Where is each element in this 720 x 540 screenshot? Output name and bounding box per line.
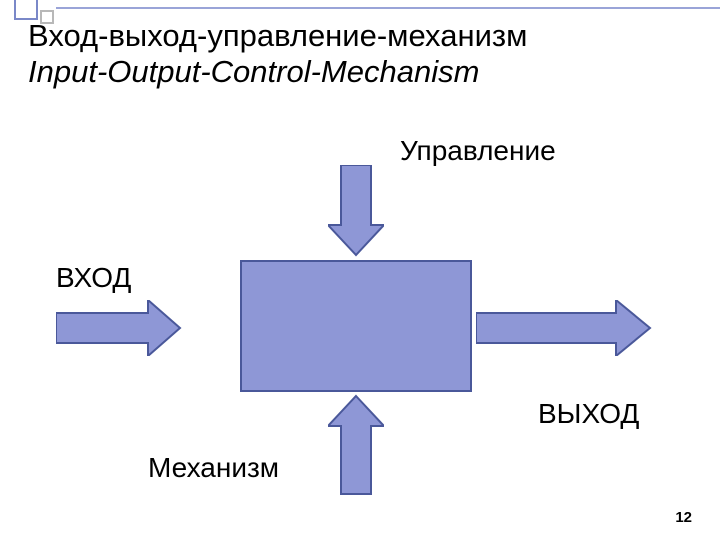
decor-line xyxy=(56,7,720,9)
page-title: Вход-выход-управление-механизм Input-Out… xyxy=(28,18,527,90)
decor-square-large xyxy=(14,0,38,20)
label-output: ВЫХОД xyxy=(538,398,639,430)
page-number: 12 xyxy=(675,509,692,526)
arrow-control xyxy=(328,165,384,257)
title-en: Input-Output-Control-Mechanism xyxy=(28,54,527,90)
label-mechanism: Механизм xyxy=(148,452,279,484)
label-control: Управление xyxy=(400,135,556,167)
label-input: ВХОД xyxy=(56,262,131,294)
arrow-output xyxy=(476,300,652,356)
arrow-mechanism xyxy=(328,394,384,496)
process-box xyxy=(240,260,472,392)
title-ru: Вход-выход-управление-механизм xyxy=(28,18,527,54)
arrow-input xyxy=(56,300,182,356)
